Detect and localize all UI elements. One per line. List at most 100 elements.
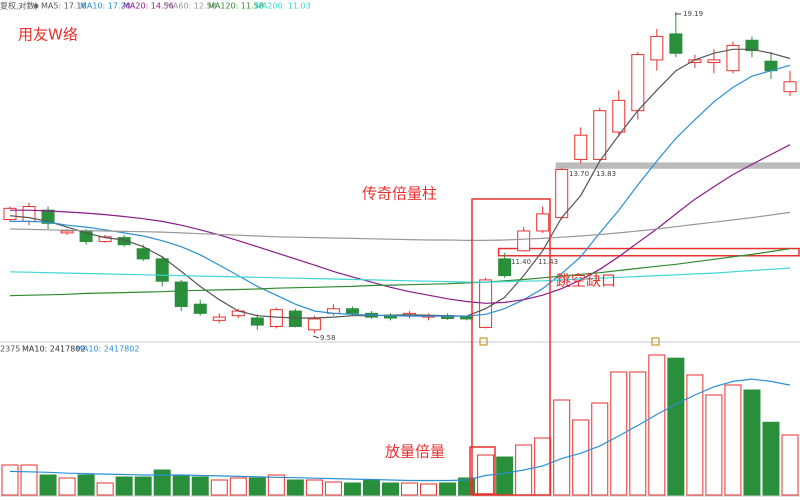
candle-body bbox=[650, 35, 664, 61]
chart-title: 用友W络 bbox=[18, 26, 78, 44]
candle-body bbox=[726, 44, 740, 72]
candle-body bbox=[669, 33, 683, 54]
volume-bar bbox=[172, 474, 190, 496]
candle-body bbox=[345, 308, 359, 314]
volume-bar bbox=[362, 479, 380, 496]
legend-dot bbox=[33, 3, 39, 9]
annotation: 放量倍量 bbox=[385, 443, 445, 461]
volume-bar bbox=[191, 476, 209, 496]
volume-bar bbox=[496, 456, 514, 496]
volume-bar bbox=[305, 479, 323, 496]
legend-entry: MA20: 14.56 bbox=[123, 2, 174, 11]
ma-line bbox=[9, 248, 791, 297]
candle-body bbox=[745, 39, 759, 52]
volume-bar bbox=[381, 482, 399, 496]
candle-body bbox=[117, 237, 131, 246]
ma-line bbox=[9, 211, 791, 241]
highlight-box bbox=[471, 198, 551, 496]
high-label: 19.19 bbox=[683, 10, 703, 18]
legend-entry: MA120: 11.58 bbox=[208, 2, 264, 11]
plot bbox=[1, 11, 800, 496]
candle-body bbox=[307, 318, 321, 331]
volume-bar bbox=[39, 474, 57, 496]
annotation: 跳空缺口 bbox=[556, 272, 616, 290]
volume-bar bbox=[77, 474, 95, 496]
volume-bar bbox=[401, 482, 419, 496]
volume-legend: MA10: 2417802 bbox=[22, 345, 85, 354]
candle-body bbox=[498, 258, 512, 277]
legend-entry: MA5: 17.16 bbox=[41, 2, 87, 11]
candle-body bbox=[155, 258, 169, 282]
volume-bar bbox=[420, 483, 438, 496]
volume-bar bbox=[229, 477, 247, 496]
volume-bar bbox=[610, 371, 628, 496]
candle-body bbox=[60, 230, 74, 234]
volume-bar bbox=[58, 477, 76, 496]
volume-bar bbox=[20, 464, 38, 496]
candle-body bbox=[460, 316, 474, 320]
candle-body bbox=[517, 230, 531, 252]
volume-bar bbox=[629, 371, 647, 496]
volume-ma-line bbox=[9, 378, 791, 482]
pointer bbox=[312, 335, 320, 339]
candle-body bbox=[193, 303, 207, 314]
candle-body bbox=[269, 309, 283, 327]
volume-bar bbox=[648, 354, 666, 496]
candle-body bbox=[41, 209, 55, 224]
volume-bar bbox=[591, 402, 609, 496]
candle-body bbox=[783, 81, 797, 93]
candle-body bbox=[536, 213, 550, 232]
volume-bar bbox=[210, 479, 228, 496]
volume-bar bbox=[96, 482, 114, 496]
candle-body bbox=[136, 248, 150, 260]
event-icon bbox=[651, 337, 660, 346]
volume-bar bbox=[724, 384, 742, 496]
volume-bar bbox=[553, 399, 571, 496]
candle-body bbox=[174, 281, 188, 307]
volume-bar bbox=[134, 476, 152, 496]
mode-label: 复权,对数) bbox=[0, 1, 38, 11]
volume-bar bbox=[667, 357, 685, 496]
volume-bar bbox=[686, 374, 704, 496]
volume-bar bbox=[781, 434, 799, 496]
candle-body bbox=[593, 110, 607, 160]
ma-line bbox=[10, 144, 791, 304]
volume-bar bbox=[743, 389, 761, 496]
event-icon bbox=[479, 337, 488, 346]
candle-body bbox=[574, 134, 588, 160]
volume-bar bbox=[1, 464, 19, 496]
ma-line bbox=[10, 64, 791, 317]
candle-body bbox=[22, 205, 36, 222]
volume-legend: 2375 bbox=[0, 345, 20, 354]
ma-line bbox=[9, 48, 791, 319]
volume-bar bbox=[439, 482, 457, 496]
candle-body bbox=[707, 59, 721, 64]
gap-label: 13.70 - 13.83 bbox=[569, 170, 616, 178]
gap-zone bbox=[497, 247, 800, 257]
volume-bar bbox=[115, 476, 133, 496]
low-label: 9.58 bbox=[320, 334, 336, 342]
candle-body bbox=[631, 54, 645, 112]
candle-body bbox=[250, 317, 264, 326]
volume-ma-legend: MA10: 2417802 bbox=[76, 345, 139, 354]
candle-body bbox=[612, 99, 626, 133]
volume-bar bbox=[153, 469, 171, 496]
ma-line bbox=[9, 267, 791, 283]
volume-bar bbox=[324, 481, 342, 496]
volume-bar bbox=[248, 477, 266, 496]
volume-bar bbox=[705, 394, 723, 496]
highlight-box bbox=[469, 446, 496, 495]
annotation: 传奇倍量柱 bbox=[362, 185, 437, 203]
candle-body bbox=[3, 207, 17, 221]
volume-bar bbox=[286, 479, 304, 496]
candle-body bbox=[288, 310, 302, 327]
volume-bar bbox=[572, 419, 590, 496]
volume-bar bbox=[762, 421, 780, 496]
volume-bar bbox=[267, 474, 285, 496]
legend-entry: MA10: 17.20 bbox=[80, 2, 131, 11]
legend-entry: MA60: 12.58 bbox=[166, 2, 217, 11]
candle-body bbox=[98, 236, 112, 243]
candle-body bbox=[555, 168, 569, 219]
